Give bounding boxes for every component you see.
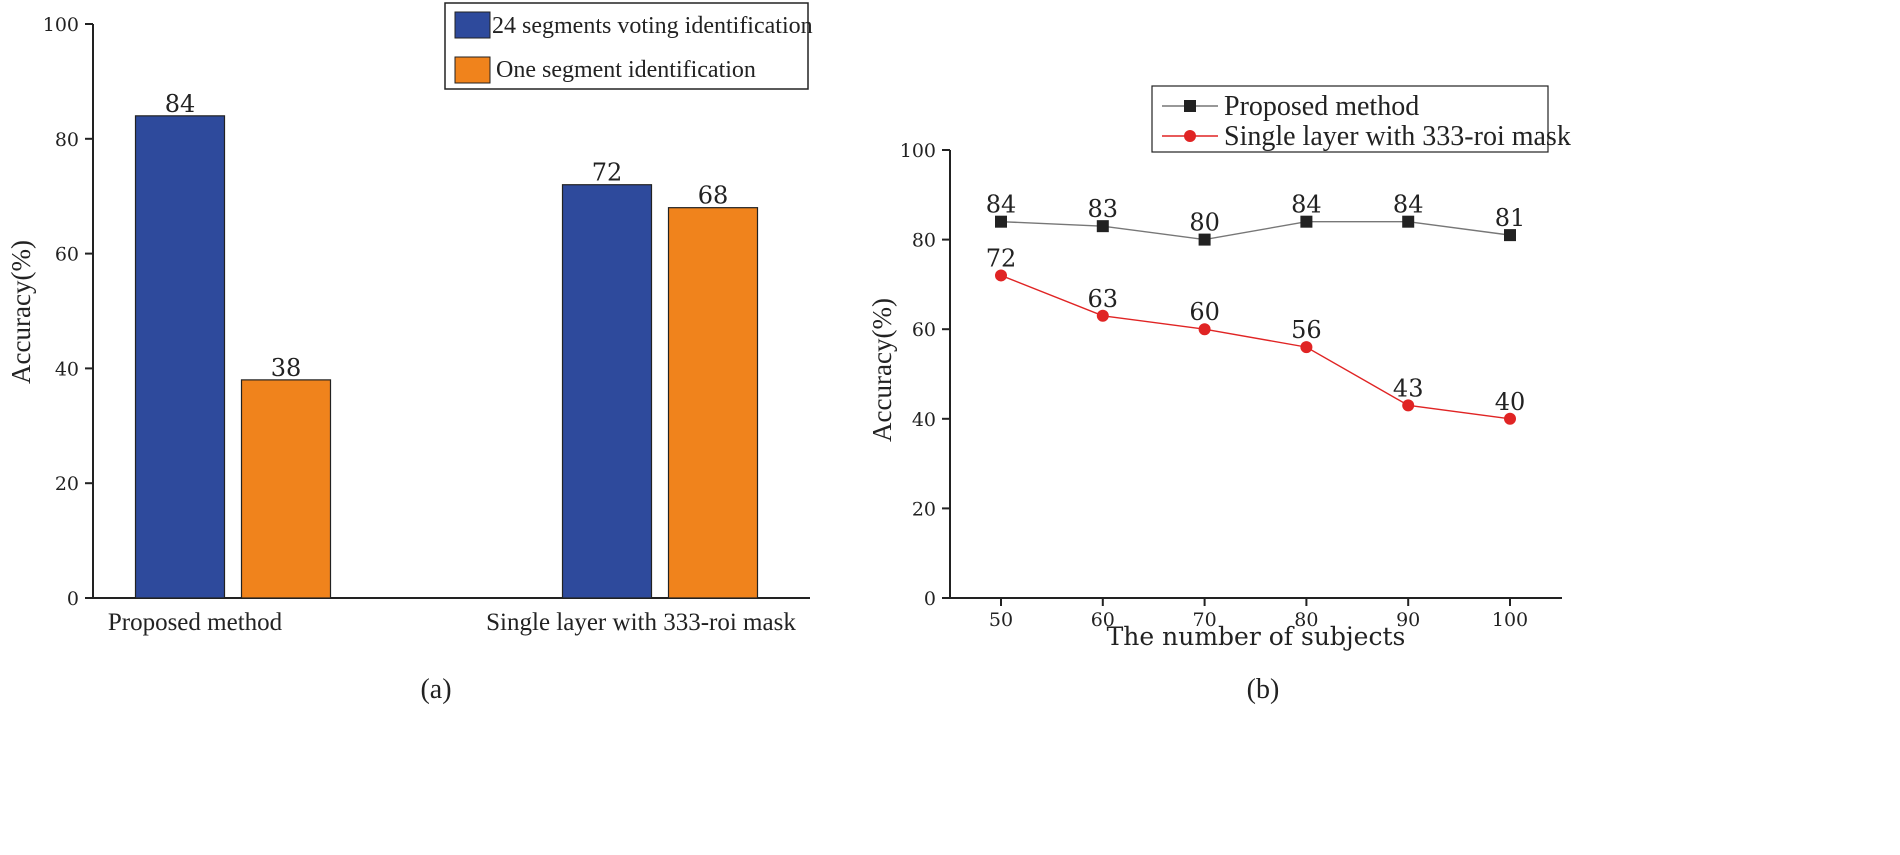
point-value-label: 43 — [1393, 374, 1424, 402]
a-y-tick-label-0: 0 — [67, 588, 79, 610]
a-category-label-single-layer-with-333-roi-mask: Single layer with 333-roi mask — [486, 609, 796, 636]
a-y-tick-label-80: 80 — [55, 129, 79, 151]
point-marker-proposed — [1300, 215, 1313, 228]
line-chart-panel-b: 0 20 40 60 80 100 50 60 70 80 90 100 84 83 80 84 84 81 7… — [867, 85, 1571, 705]
bar-single-layer-with-333-roi-mask-voting — [561, 184, 653, 599]
b-y-tick-label-100: 100 — [900, 140, 936, 162]
bar-chart-panel-a: 0 20 40 60 80 100 84 38 72 68 Proposed method Sin… — [6, 2, 813, 705]
a-y-axis-label: Accuracy(%) — [6, 240, 36, 384]
b-x-tick-label-70: 70 — [1193, 609, 1217, 631]
point-value-label: 40 — [1495, 388, 1526, 416]
point-value-label: 60 — [1189, 298, 1220, 326]
point-marker-single-layer — [995, 269, 1007, 282]
a-legend-swatch-voting — [454, 11, 491, 39]
point-value-label: 84 — [1291, 191, 1322, 219]
b-legend-marker-circle — [1184, 130, 1196, 142]
b-legend-label-proposed: Proposed method — [1224, 91, 1419, 122]
point-value-label: 63 — [1088, 285, 1119, 313]
point-marker-proposed — [995, 215, 1007, 228]
b-x-axis-label: The number of subjects — [1107, 622, 1406, 651]
series-line-proposed-method — [1000, 220, 1511, 241]
point-value-label: 56 — [1291, 316, 1322, 344]
a-category-label-proposed-method: Proposed method — [108, 609, 283, 636]
point-marker-proposed — [1402, 215, 1415, 228]
a-y-tick-label-60: 60 — [55, 244, 79, 266]
bar-value-label: 38 — [271, 354, 302, 382]
bar-value-label: 84 — [165, 90, 196, 118]
a-panel-label: (a) — [420, 674, 451, 705]
point-value-label: 84 — [1393, 191, 1424, 219]
bar-value-label: 68 — [698, 182, 729, 210]
b-y-tick-label-60: 60 — [912, 319, 936, 341]
point-marker-single-layer — [1096, 309, 1109, 322]
b-legend: Proposed method Single layer with 333-ro… — [1151, 85, 1571, 153]
point-value-label: 80 — [1189, 209, 1220, 237]
point-marker-proposed — [1096, 220, 1109, 233]
a-legend-swatch-one-segment — [454, 56, 491, 84]
bar-single-layer-with-333-roi-mask-one-segment — [667, 207, 759, 599]
b-x-tick-label-50: 50 — [989, 609, 1013, 631]
b-legend-box — [1151, 85, 1549, 153]
b-x-tick-label-100: 100 — [1492, 609, 1528, 631]
point-marker-single-layer — [1504, 412, 1516, 425]
a-y-tick-label-40: 40 — [55, 358, 79, 380]
b-legend-label-single-layer: Single layer with 333-roi mask — [1224, 121, 1571, 152]
a-legend-label-one-segment: One segment identification — [496, 57, 756, 83]
point-marker-proposed — [1198, 233, 1211, 246]
b-y-axis-label: Accuracy(%) — [867, 298, 897, 442]
b-x-tick-label-80: 80 — [1294, 609, 1318, 631]
point-value-label: 81 — [1495, 204, 1526, 232]
bar-value-label: 72 — [592, 159, 623, 187]
b-x-tick-label-90: 90 — [1396, 609, 1420, 631]
a-y-tick-label-20: 20 — [55, 473, 79, 495]
b-y-tick-label-40: 40 — [912, 409, 936, 431]
b-y-tick-label-0: 0 — [924, 588, 936, 610]
point-value-label: 84 — [986, 191, 1017, 219]
point-marker-single-layer — [1198, 323, 1211, 336]
b-y-tick-label-20: 20 — [912, 498, 936, 520]
series-line-single-layer-with-333-roi-mask — [1000, 274, 1511, 420]
point-value-label: 72 — [986, 244, 1017, 272]
point-marker-single-layer — [1300, 341, 1313, 354]
b-x-tick-label-60: 60 — [1091, 609, 1115, 631]
point-marker-single-layer — [1402, 399, 1415, 412]
b-panel-label: (b) — [1247, 674, 1280, 705]
b-y-tick-label-80: 80 — [912, 230, 936, 252]
b-legend-marker-square — [1184, 100, 1196, 112]
a-y-tick-label-100: 100 — [43, 14, 79, 36]
a-legend-label-voting: 24 segments voting identification — [492, 13, 813, 39]
a-legend: 24 segments voting identification One se… — [444, 2, 813, 90]
a-legend-box — [444, 2, 809, 90]
bar-proposed-method-voting — [134, 115, 226, 599]
bar-proposed-method-one-segment — [240, 379, 332, 599]
point-value-label: 83 — [1088, 195, 1119, 223]
point-marker-proposed — [1504, 229, 1516, 242]
